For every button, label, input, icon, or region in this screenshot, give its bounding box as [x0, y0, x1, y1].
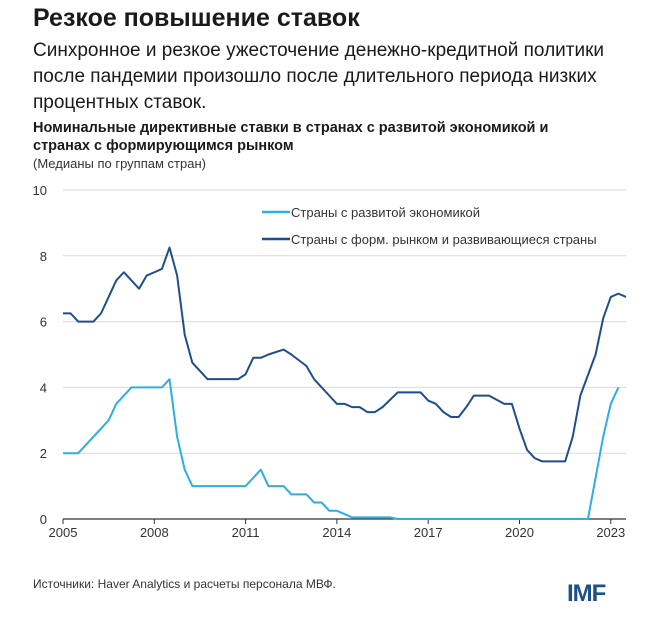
page-title: Резкое повышение ставок	[33, 4, 360, 32]
legend-label: Страны с развитой экономикой	[291, 205, 480, 220]
y-tick-label: 10	[33, 183, 47, 198]
x-tick-label: 2017	[414, 525, 443, 540]
y-tick-label: 6	[40, 315, 47, 330]
page-subtitle: Синхронное и резкое ужесточение денежно-…	[33, 40, 605, 113]
chart: 0 2 4 6 8 10 2005 2008 2011 2014 2017 2020 2023 Стран…	[33, 183, 627, 540]
series-line-0	[63, 378, 620, 520]
y-tick-label: 8	[40, 249, 47, 264]
y-tick-label: 0	[40, 512, 47, 527]
x-tick-label: 2008	[140, 525, 169, 540]
x-tick-label: 2014	[322, 525, 351, 540]
y-tick-label: 2	[40, 446, 47, 461]
imf-logo: IMF	[567, 580, 606, 607]
x-tick-label: 2020	[505, 525, 534, 540]
x-tick-label: 2005	[49, 525, 78, 540]
series-line-1	[63, 246, 627, 463]
chart-title: Номинальные директивные ставки в странах…	[33, 120, 549, 154]
source-note: Источники: Haver Analytics и расчеты пер…	[33, 577, 336, 591]
x-tick-label: 2023	[596, 525, 625, 540]
y-tick-label: 4	[40, 380, 47, 395]
x-tick-label: 2011	[232, 525, 260, 540]
chart-subtitle: (Медианы по группам стран)	[33, 156, 206, 171]
legend-label: Страны с форм. рынком и развивающиеся ст…	[291, 232, 597, 247]
